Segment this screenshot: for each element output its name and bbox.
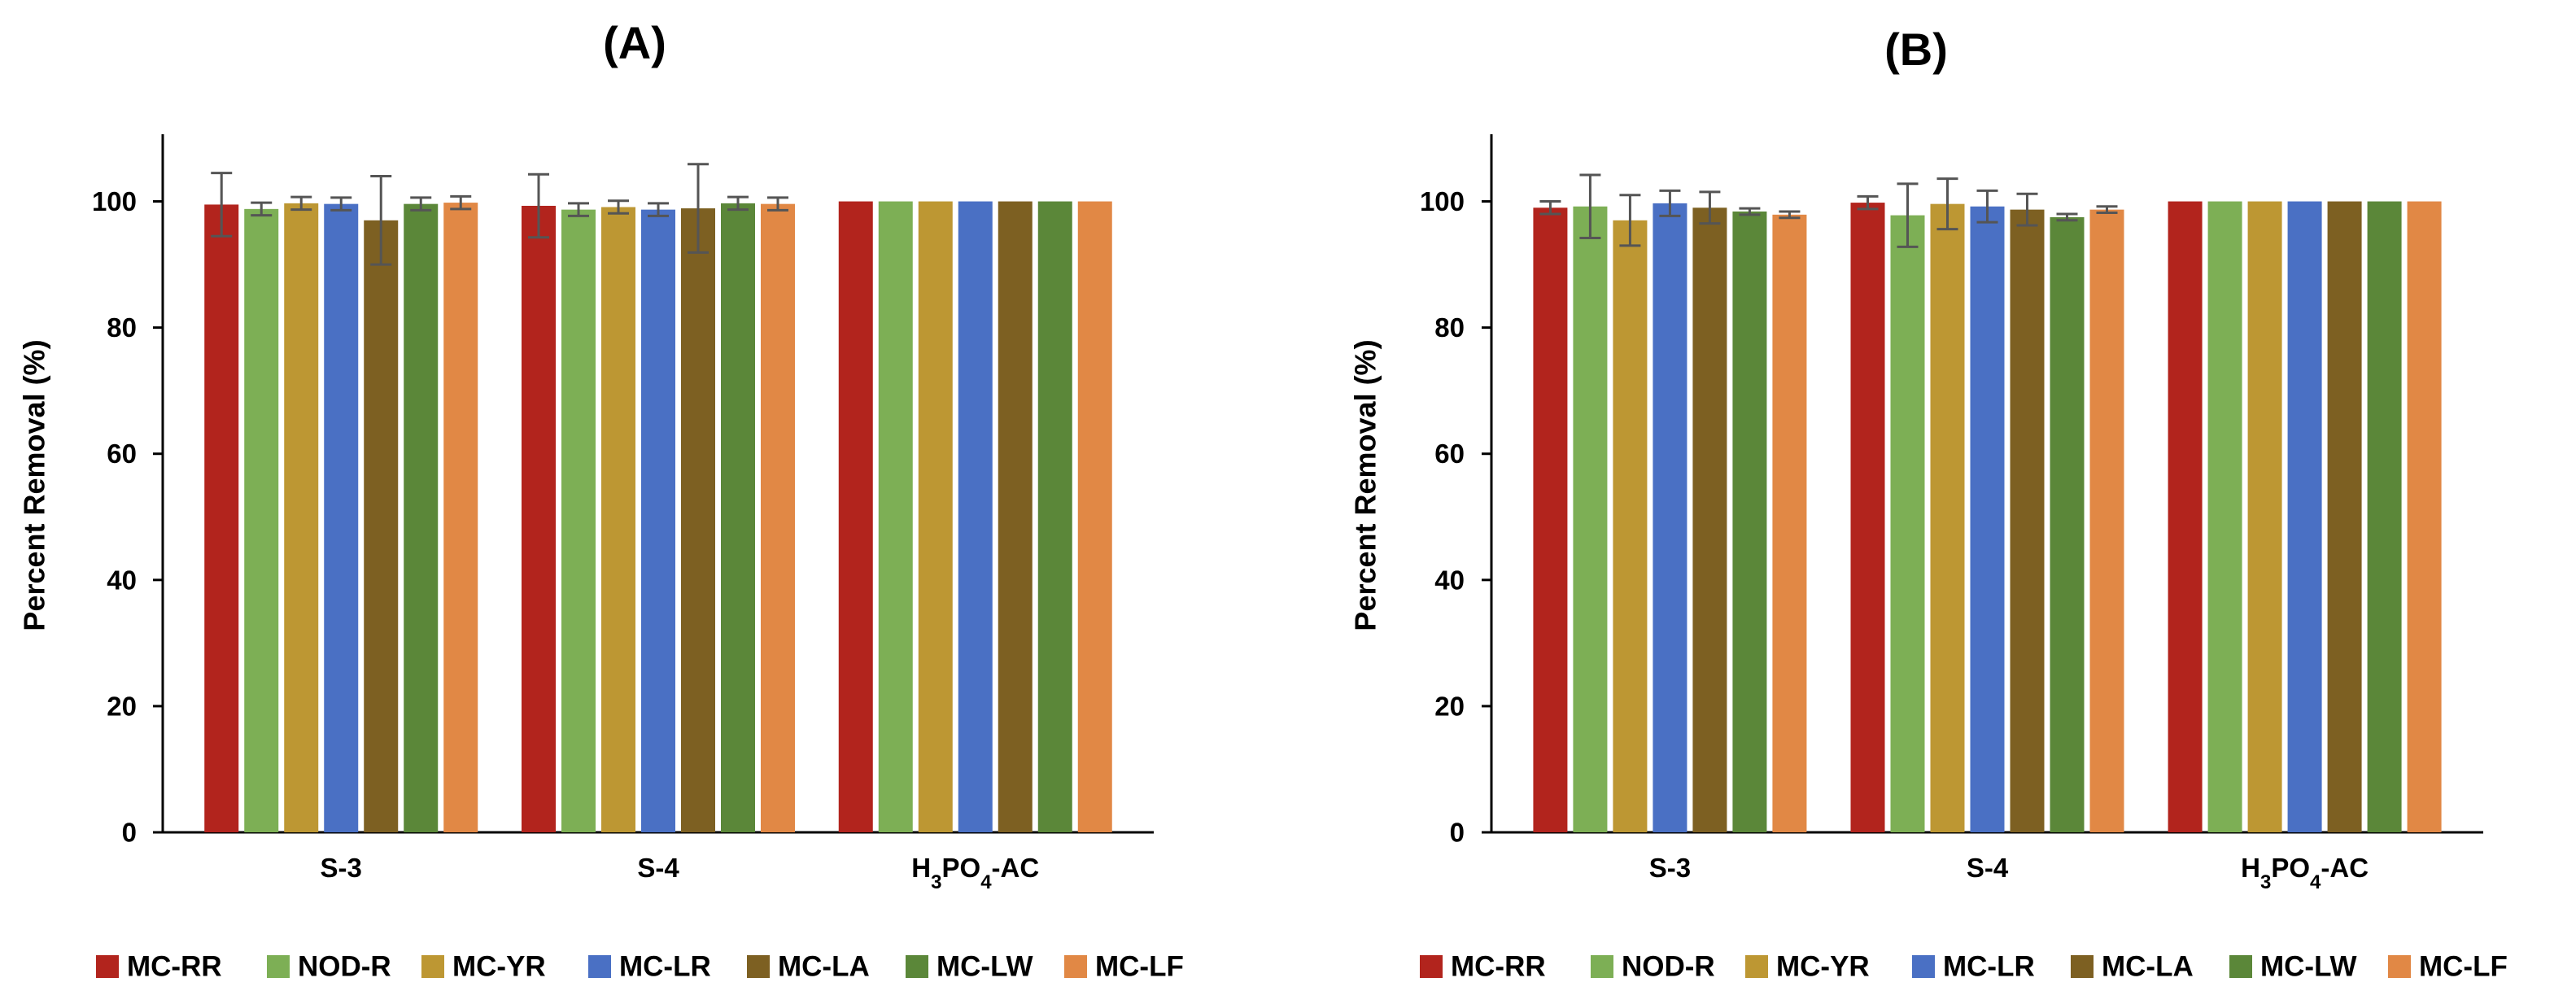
legend-label: NOD-R <box>298 951 391 983</box>
legend-swatch-mc-rr <box>96 955 119 978</box>
legend-swatch-mc-lf <box>2388 955 2411 978</box>
bar-mc-lw-h3po4-ac <box>2367 201 2402 832</box>
legend-label: MC-LA <box>778 951 870 983</box>
bar-mc-la-h3po4-ac <box>998 201 1033 832</box>
legend-swatch-mc-la <box>2071 955 2094 978</box>
bar-mc-yr-s-3 <box>1613 220 1648 832</box>
legend-label: MC-LW <box>2260 951 2357 983</box>
x-category-label: S-3 <box>321 853 362 883</box>
bar-mc-la-s-3 <box>364 220 399 832</box>
bar-mc-lw-s-3 <box>404 203 439 832</box>
bar-mc-la-s-4 <box>2010 209 2045 833</box>
legend-swatch-mc-lf <box>1064 955 1087 978</box>
legend-label: MC-LR <box>1943 951 2035 983</box>
legend-swatch-nod-r <box>1591 955 1613 978</box>
panel-a: (A) Percent Removal (%) 0 20 40 60 80 100 S-3 S-4… <box>18 17 1184 983</box>
bar-mc-lr-h3po4-ac <box>958 201 993 832</box>
y-tick-label: 100 <box>1420 186 1465 216</box>
bar-mc-lw-s-4 <box>721 203 755 832</box>
x-category-label: H3PO4-AC <box>2241 853 2369 893</box>
bar-mc-lr-s-4 <box>1970 206 2005 832</box>
legend-swatch-mc-rr <box>1420 955 1443 978</box>
bar-mc-lr-s-3 <box>1653 203 1687 832</box>
legend-label: NOD-R <box>1622 951 1715 983</box>
x-category-label: S-3 <box>1649 853 1691 883</box>
x-category-label: S-4 <box>1967 853 2009 883</box>
legend-swatch-mc-lr <box>588 955 611 978</box>
y-tick-label: 0 <box>1450 818 1465 848</box>
legend-swatch-mc-lw <box>2229 955 2252 978</box>
y-tick-label: 60 <box>1434 439 1465 469</box>
y-tick-label: 40 <box>107 565 137 595</box>
bar-nod-r-s-3 <box>244 208 279 832</box>
legend-swatch-mc-la <box>747 955 770 978</box>
bar-mc-yr-s-4 <box>1930 203 1965 832</box>
y-tick-label: 80 <box>1434 312 1465 343</box>
bar-mc-rr-s-4 <box>1850 203 1885 832</box>
y-tick-label: 0 <box>122 818 137 848</box>
y-axis-label: Percent Removal (%) <box>18 339 51 631</box>
chart-title: (B) <box>1884 24 1948 75</box>
legend-label: MC-YR <box>452 951 546 983</box>
legend-label: MC-LR <box>619 951 711 983</box>
y-tick-label: 20 <box>107 691 137 721</box>
bar-mc-lr-s-4 <box>641 209 675 833</box>
bar-nod-r-h3po4-ac <box>2207 201 2242 832</box>
y-tick-label: 80 <box>107 312 137 343</box>
bar-nod-r-s-4 <box>1890 215 1925 832</box>
bar-mc-rr-s-3 <box>1533 207 1568 833</box>
legend-swatch-nod-r <box>267 955 290 978</box>
y-tick-label: 40 <box>1434 565 1465 595</box>
x-category-label: H3PO4-AC <box>911 853 1039 893</box>
bar-mc-lf-s-3 <box>443 203 478 832</box>
bar-mc-lw-s-3 <box>1732 211 1767 832</box>
legend-swatch-mc-yr <box>421 955 444 978</box>
bar-nod-r-s-4 <box>561 209 596 833</box>
bar-mc-lr-h3po4-ac <box>2287 201 2322 832</box>
y-tick-label: 100 <box>92 186 137 216</box>
bar-mc-lf-s-4 <box>761 203 795 832</box>
legend-label: MC-RR <box>1451 951 1546 983</box>
legend-swatch-mc-lw <box>906 955 928 978</box>
legend-label: MC-YR <box>1776 951 1870 983</box>
x-category-label: S-4 <box>637 853 679 883</box>
bar-mc-lf-s-3 <box>1772 214 1807 833</box>
legend-label: MC-LA <box>2102 951 2194 983</box>
y-tick-label: 20 <box>1434 691 1465 721</box>
bar-mc-lf-h3po4-ac <box>1077 201 1112 832</box>
bar-mc-yr-s-4 <box>601 207 635 833</box>
bar-mc-lw-h3po4-ac <box>1037 201 1072 832</box>
legend-label: MC-LF <box>1095 951 1184 983</box>
y-tick-label: 60 <box>107 439 137 469</box>
chart-title: (A) <box>603 17 666 68</box>
bar-mc-yr-h3po4-ac <box>2247 201 2282 832</box>
bar-mc-lf-h3po4-ac <box>2407 201 2442 832</box>
bar-mc-yr-h3po4-ac <box>918 201 953 832</box>
bar-mc-lw-s-4 <box>2050 216 2085 832</box>
bar-mc-lf-s-4 <box>2089 209 2124 833</box>
bar-mc-la-s-3 <box>1692 207 1727 833</box>
bar-nod-r-h3po4-ac <box>878 201 913 832</box>
bar-mc-rr-s-4 <box>522 205 556 832</box>
legend-label: MC-LF <box>2419 951 2508 983</box>
legend-label: MC-LW <box>937 951 1033 983</box>
bar-mc-rr-h3po4-ac <box>838 201 873 832</box>
bar-mc-lr-s-3 <box>324 203 359 832</box>
legend-label: MC-RR <box>127 951 222 983</box>
bar-nod-r-s-3 <box>1573 206 1608 832</box>
y-axis-label: Percent Removal (%) <box>1349 339 1382 631</box>
legend-swatch-mc-yr <box>1745 955 1768 978</box>
legend-swatch-mc-lr <box>1912 955 1935 978</box>
bar-mc-la-s-4 <box>681 208 715 832</box>
bar-mc-yr-s-3 <box>284 203 319 832</box>
bar-mc-la-h3po4-ac <box>2327 201 2362 832</box>
bar-mc-rr-s-3 <box>204 204 239 832</box>
panel-b: (B) Percent Removal (%) 0 20 40 60 80 100 S-3 S-4… <box>1349 24 2508 983</box>
bar-mc-rr-h3po4-ac <box>2168 201 2203 832</box>
